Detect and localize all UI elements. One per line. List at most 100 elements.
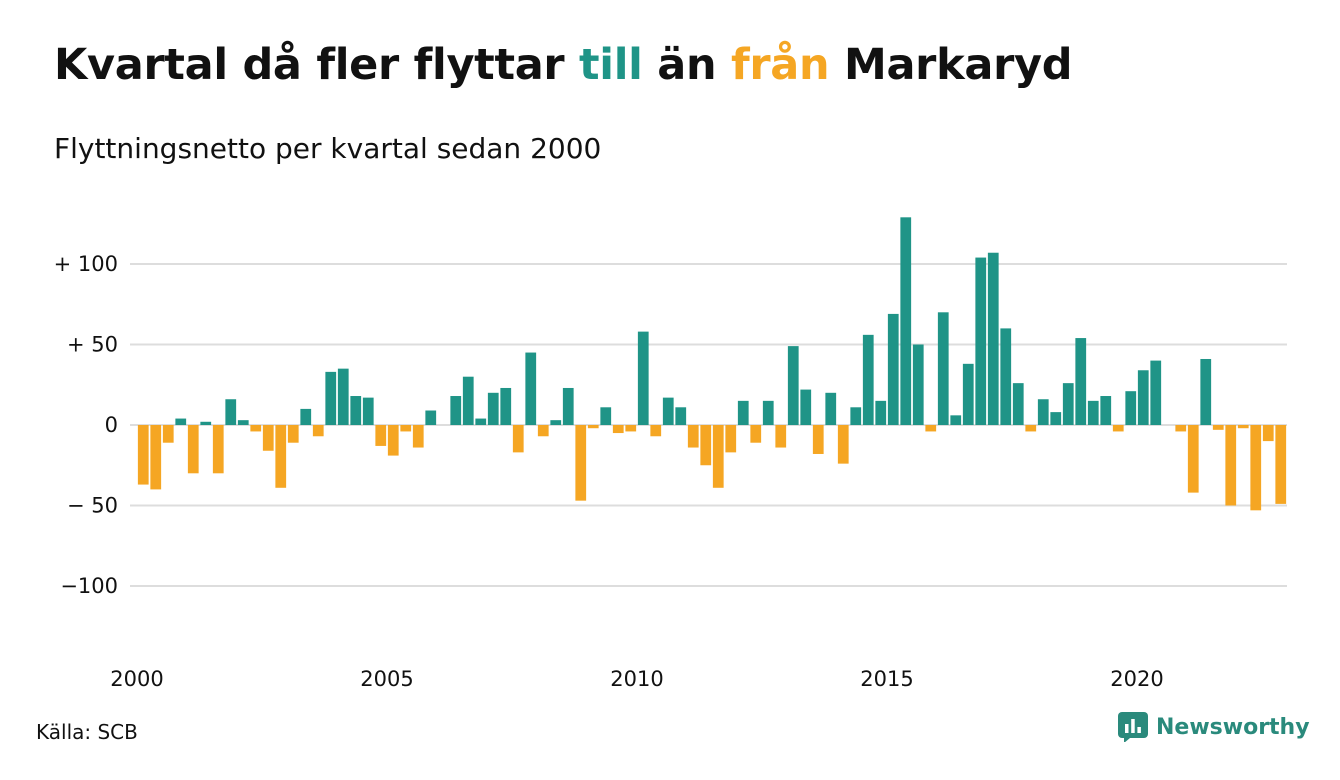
bar bbox=[475, 418, 487, 425]
bar bbox=[287, 425, 299, 443]
bar bbox=[962, 363, 974, 425]
bar bbox=[1000, 328, 1012, 425]
brand-name: Newsworthy bbox=[1156, 714, 1310, 740]
bar bbox=[750, 425, 762, 443]
y-tick-label: 0 bbox=[105, 413, 118, 437]
bar bbox=[950, 415, 962, 425]
bar-chart: + 100 + 50 0 − 50 −100 2000 2005 2010 2015 2020 bbox=[54, 217, 1287, 691]
bar bbox=[1212, 425, 1224, 430]
bar bbox=[1100, 396, 1112, 425]
bar bbox=[1250, 425, 1262, 511]
title-highlight-out: från bbox=[730, 40, 830, 90]
bar bbox=[1025, 425, 1037, 432]
bar bbox=[875, 400, 887, 425]
x-tick-label: 2000 bbox=[110, 667, 163, 691]
bar bbox=[937, 312, 949, 425]
bar bbox=[1112, 425, 1124, 432]
newsworthy-logo-icon bbox=[1118, 712, 1148, 742]
bar bbox=[1037, 399, 1049, 425]
bar bbox=[825, 392, 837, 425]
bar bbox=[600, 407, 612, 425]
bar bbox=[787, 346, 799, 425]
bar bbox=[1075, 338, 1087, 425]
y-axis-tick-labels: + 100 + 50 0 − 50 −100 bbox=[54, 252, 118, 598]
bar bbox=[1087, 400, 1099, 425]
bar bbox=[425, 410, 437, 425]
bar bbox=[1150, 360, 1162, 425]
bar bbox=[1275, 425, 1287, 504]
title-part-3: Markaryd bbox=[829, 40, 1073, 90]
bar bbox=[987, 252, 999, 425]
x-tick-label: 2015 bbox=[860, 667, 913, 691]
bar bbox=[737, 400, 749, 425]
bar bbox=[137, 425, 149, 485]
bar bbox=[537, 425, 549, 437]
bar bbox=[612, 425, 624, 434]
x-tick-label: 2005 bbox=[360, 667, 413, 691]
bar bbox=[237, 420, 249, 425]
bar bbox=[375, 425, 387, 446]
bar bbox=[575, 425, 587, 501]
bar bbox=[725, 425, 737, 453]
bar bbox=[1237, 425, 1249, 429]
x-axis-tick-labels: 2000 2005 2010 2015 2020 bbox=[110, 667, 1163, 691]
bar bbox=[175, 418, 187, 425]
bar bbox=[625, 425, 637, 432]
bar bbox=[212, 425, 224, 474]
bar bbox=[250, 425, 262, 432]
bar bbox=[900, 217, 912, 425]
bar bbox=[700, 425, 712, 466]
title-part-2: än bbox=[642, 40, 731, 90]
bar bbox=[487, 392, 499, 425]
x-tick-label: 2020 bbox=[1110, 667, 1163, 691]
bar bbox=[225, 399, 237, 425]
bar bbox=[812, 425, 824, 454]
title-highlight-in: till bbox=[579, 40, 643, 90]
x-tick-label: 2010 bbox=[610, 667, 663, 691]
bar bbox=[387, 425, 399, 456]
bar bbox=[662, 397, 674, 425]
bar bbox=[1200, 358, 1212, 425]
source-note: Källa: SCB bbox=[36, 720, 138, 744]
bar bbox=[562, 387, 574, 425]
bar bbox=[1225, 425, 1237, 506]
bar bbox=[312, 425, 324, 437]
bar bbox=[1050, 412, 1062, 425]
bar bbox=[800, 389, 812, 425]
bar bbox=[512, 425, 524, 453]
bar bbox=[637, 331, 649, 425]
bar bbox=[275, 425, 287, 488]
bar bbox=[262, 425, 274, 451]
y-tick-label: −100 bbox=[60, 574, 118, 598]
bar bbox=[162, 425, 174, 443]
chart-subtitle: Flyttningsnetto per kvartal sedan 2000 bbox=[54, 132, 602, 165]
bar bbox=[675, 407, 687, 425]
bar bbox=[712, 425, 724, 488]
bar bbox=[912, 344, 924, 425]
title-part-1: Kvartal då fler flyttar bbox=[54, 40, 579, 90]
bar bbox=[450, 396, 462, 425]
bar bbox=[775, 425, 787, 448]
bar bbox=[400, 425, 412, 432]
bar bbox=[925, 425, 937, 432]
bar bbox=[887, 313, 899, 425]
bar bbox=[837, 425, 849, 464]
bar bbox=[862, 334, 874, 425]
bar bbox=[187, 425, 199, 474]
bar bbox=[362, 397, 374, 425]
bar bbox=[762, 400, 774, 425]
bar bbox=[500, 387, 512, 425]
bar bbox=[1187, 425, 1199, 493]
bar bbox=[1012, 383, 1024, 425]
bar bbox=[350, 396, 362, 425]
bar bbox=[1262, 425, 1274, 442]
bar bbox=[1175, 425, 1187, 432]
y-tick-label: + 100 bbox=[54, 252, 118, 276]
bar bbox=[300, 408, 312, 425]
brand-logo: Newsworthy bbox=[1118, 712, 1310, 742]
bar bbox=[1062, 383, 1074, 425]
bar bbox=[412, 425, 424, 448]
bar bbox=[150, 425, 162, 490]
bar bbox=[650, 425, 662, 437]
bar bbox=[337, 368, 349, 425]
